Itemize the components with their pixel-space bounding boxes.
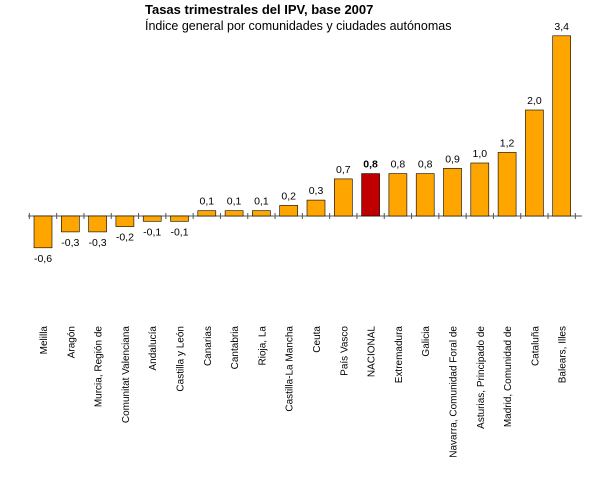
value-labels-layer: -0,6 -0,3 -0,3 -0,2 -0,1 -0,1 0,1 0,1 0,1 0,2 0,3 0…: [34, 21, 569, 265]
category-label: Rioja, La: [257, 326, 268, 366]
value-label: 0,7: [336, 164, 351, 176]
value-label: 0,1: [254, 196, 269, 208]
category-label: Andalucía: [148, 326, 159, 371]
bar-ceuta: [306, 199, 326, 217]
category-label: Aragón: [66, 326, 77, 358]
bar-castilla-la-mancha: [279, 205, 299, 217]
category-label: Murcia, Región de: [94, 326, 105, 408]
category-label: Cataluña: [530, 326, 541, 366]
value-label: 0,9: [445, 153, 460, 165]
bar-nacional: [361, 173, 380, 217]
value-label: 0,8: [363, 159, 378, 171]
category-label: Castilla-La Mancha: [285, 326, 296, 412]
category-label: NACIONAL: [367, 326, 378, 378]
bar-madrid-comunidad-de: [497, 152, 517, 217]
bar-andaluc-a: [142, 215, 162, 222]
bar-navarra-comunidad-foral-de: [443, 168, 462, 217]
category-label: Cantabria: [230, 326, 241, 370]
category-label: Ceuta: [312, 326, 323, 353]
value-label: 0,1: [227, 196, 242, 208]
bars-layer: [33, 35, 572, 249]
category-label: Madrid, Comunidad de: [503, 326, 514, 428]
value-label: -0,6: [34, 253, 52, 265]
value-label: 0,1: [199, 196, 214, 208]
bar-pa-s-vasco: [333, 178, 353, 217]
category-label: Extremadura: [394, 326, 405, 384]
chart-subtitle: Índice general por comunidades y ciudade…: [145, 19, 452, 33]
bar-catalu-a: [525, 109, 544, 217]
category-label: Castilla y León: [176, 326, 187, 392]
category-label: Balears, Illes: [558, 326, 569, 383]
bar-cantabria: [224, 210, 244, 217]
bar-asturias-principado-de: [470, 162, 490, 217]
value-label: 0,8: [418, 159, 433, 171]
bar-canarias: [197, 210, 217, 217]
value-label: -0,1: [143, 226, 161, 238]
value-label: -0,2: [116, 232, 134, 244]
bar-murcia-regi-n-de: [88, 215, 107, 233]
value-label: 2,0: [527, 95, 542, 107]
bar-galicia: [415, 173, 435, 217]
value-label: -0,3: [89, 237, 107, 249]
value-label: 0,8: [391, 159, 406, 171]
category-label: Asturias, Principado de: [476, 326, 487, 429]
category-label: Canarias: [203, 326, 214, 366]
bar-castilla-y-le-n: [170, 215, 189, 222]
value-label: -0,1: [170, 226, 188, 238]
bar-extremadura: [388, 173, 408, 217]
bar-arag-n: [60, 215, 80, 233]
value-label: -0,3: [61, 237, 79, 249]
value-label: 1,2: [500, 137, 515, 149]
value-label: 1,0: [472, 148, 487, 160]
category-labels-layer: Melilla Aragón Murcia, Región de Comunitat …: [39, 326, 569, 458]
category-label: Comunitat Valenciana: [121, 326, 132, 424]
value-label: 3,4: [554, 21, 569, 33]
category-label: Galicia: [421, 326, 432, 357]
value-label: 0,2: [281, 190, 296, 202]
bar-rioja-la: [252, 210, 271, 217]
category-label: Melilla: [39, 326, 50, 355]
bar-melilla: [33, 215, 53, 249]
category-label: Navarra, Comunidad Foral de: [449, 326, 460, 458]
bar-balears-illes: [552, 35, 572, 217]
chart-title: Tasas trimestrales del IPV, base 2007: [145, 2, 374, 17]
category-label: País Vasco: [339, 326, 350, 376]
value-label: 0,3: [309, 185, 324, 197]
bar-comunitat-valenciana: [115, 215, 135, 227]
